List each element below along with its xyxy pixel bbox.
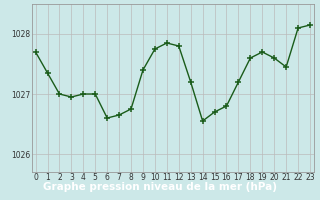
Text: Graphe pression niveau de la mer (hPa): Graphe pression niveau de la mer (hPa) <box>43 182 277 192</box>
